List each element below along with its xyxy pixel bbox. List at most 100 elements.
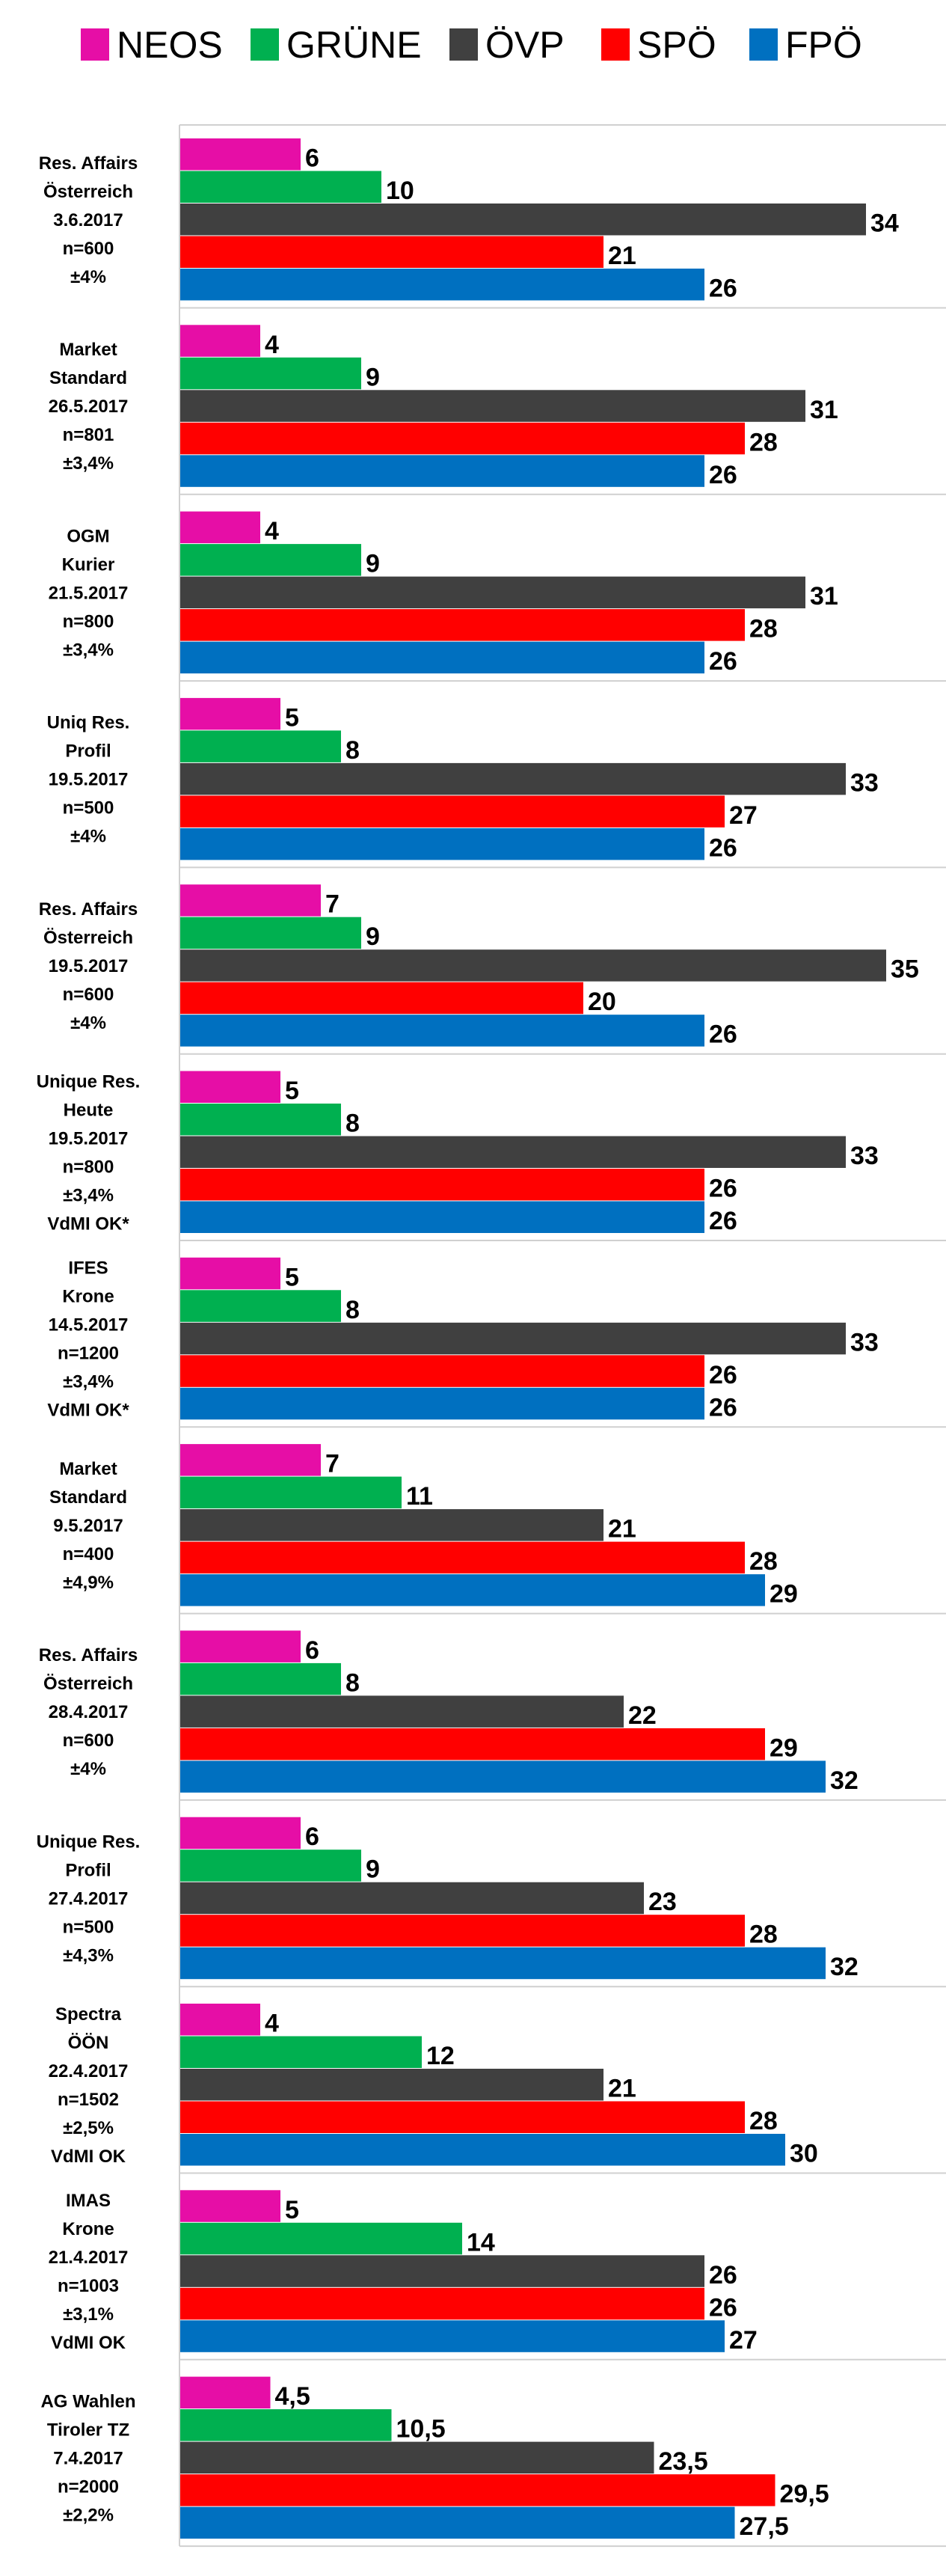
poll-group: Unique Res. Profil 27.4.2017 n=500 ±4,3% 6 9 23… xyxy=(37,1817,946,1988)
value-label-oevp: 23 xyxy=(648,1888,677,1916)
value-label-oevp: 31 xyxy=(810,396,838,424)
value-label-neos: 6 xyxy=(305,1823,319,1851)
poll-label-line: 27.4.2017 xyxy=(49,1888,129,1909)
bar-neos xyxy=(179,1071,280,1103)
value-label-oevp: 21 xyxy=(608,2075,636,2103)
value-label-oevp: 23,5 xyxy=(659,2447,708,2476)
value-label-spoe: 26 xyxy=(709,2293,737,2322)
bar-oevp xyxy=(179,1509,603,1541)
poll-label-line: 19.5.2017 xyxy=(49,956,129,976)
poll-label-line: 19.5.2017 xyxy=(49,770,129,790)
bar-spoe xyxy=(179,982,583,1015)
legend: NEOS GRÜNE ÖVP SPÖ FPÖ xyxy=(81,24,862,66)
bar-spoe xyxy=(179,1728,765,1760)
poll-label: IFES Krone 14.5.2017 n=1200 ±3,4% VdMI OK* xyxy=(47,1258,129,1421)
poll-groups: Res. Affairs Österreich 3.6.2017 n=600 ±4% 6 1… xyxy=(37,124,946,2548)
value-label-gruene: 8 xyxy=(345,736,360,765)
poll-label-line: IFES xyxy=(68,1258,108,1279)
poll-label-line: n=800 xyxy=(63,611,114,631)
poll-group: Res. Affairs Österreich 3.6.2017 n=600 ±4% 6 1… xyxy=(39,138,946,309)
value-label-gruene: 14 xyxy=(467,2228,495,2257)
poll-label-line: 28.4.2017 xyxy=(49,1702,129,1722)
poll-label: Res. Affairs Österreich 3.6.2017 n=600 ±4% xyxy=(39,153,138,287)
poll-label-line: Profil xyxy=(65,1860,111,1880)
value-label-gruene: 8 xyxy=(345,1668,360,1697)
value-label-neos: 5 xyxy=(285,2196,299,2224)
bar-neos xyxy=(179,1257,280,1290)
bar-neos xyxy=(179,2376,271,2409)
poll-label-line: Österreich xyxy=(43,182,133,202)
bar-gruene xyxy=(179,2222,462,2255)
bar-neos xyxy=(179,1630,301,1662)
bar-spoe xyxy=(179,1915,745,1947)
value-label-neos: 6 xyxy=(305,1636,319,1665)
value-label-gruene: 9 xyxy=(366,363,380,391)
poll-label-line: Krone xyxy=(62,1287,114,1307)
poll-group: Res. Affairs Österreich 19.5.2017 n=600 ±4% 7… xyxy=(39,884,946,1055)
bar-spoe xyxy=(179,236,603,268)
legend-item-neos: NEOS xyxy=(81,24,223,66)
poll-label-line: IMAS xyxy=(66,2191,111,2211)
value-label-spoe: 26 xyxy=(709,1175,737,1203)
poll-label-line: ±4% xyxy=(70,827,106,847)
bar-spoe xyxy=(179,1355,704,1387)
poll-label: IMAS Krone 21.4.2017 n=1003 ±3,1% VdMI OK xyxy=(49,2191,129,2353)
poll-label-line: 19.5.2017 xyxy=(49,1128,129,1148)
poll-label-line: VdMI OK* xyxy=(47,1214,129,1234)
poll-group: AG Wahlen Tiroler TZ 7.4.2017 n=2000 ±2,2% 4,… xyxy=(40,2376,946,2548)
value-label-fpoe: 30 xyxy=(790,2140,818,2168)
poll-label-line: n=1003 xyxy=(58,2276,119,2296)
bar-fpoe xyxy=(179,1387,704,1420)
poll-label-line: 21.4.2017 xyxy=(49,2248,129,2268)
bar-oevp xyxy=(179,390,805,422)
value-label-spoe: 28 xyxy=(749,2107,778,2135)
value-label-neos: 5 xyxy=(285,1077,299,1105)
legend-label-gruene: GRÜNE xyxy=(286,24,422,66)
poll-label: Market Standard 9.5.2017 n=400 ±4,9% xyxy=(49,1459,127,1593)
value-label-gruene: 12 xyxy=(426,2042,455,2070)
poll-label-line: n=400 xyxy=(63,1544,114,1564)
poll-label-line: ±3,1% xyxy=(63,2304,114,2325)
value-label-spoe: 28 xyxy=(749,1921,778,1949)
value-label-oevp: 21 xyxy=(608,1515,636,1544)
value-label-spoe: 27 xyxy=(729,801,758,830)
value-label-fpoe: 26 xyxy=(709,1393,737,1422)
value-label-neos: 4 xyxy=(265,331,279,359)
bar-spoe xyxy=(179,2287,704,2320)
value-label-fpoe: 26 xyxy=(709,1021,737,1049)
poll-label-line: n=2000 xyxy=(58,2476,119,2497)
poll-label-line: n=600 xyxy=(63,985,114,1005)
bar-oevp xyxy=(179,1882,644,1915)
poll-label-line: Unique Res. xyxy=(37,1832,141,1852)
bar-oevp xyxy=(179,1322,846,1355)
value-label-fpoe: 32 xyxy=(830,1953,859,1981)
poll-label-line: OGM xyxy=(67,526,109,546)
value-label-spoe: 29 xyxy=(770,1734,798,1762)
value-label-gruene: 10 xyxy=(386,177,414,205)
value-label-neos: 4,5 xyxy=(275,2382,310,2411)
legend-label-neos: NEOS xyxy=(117,24,223,66)
poll-label: Uniq Res. Profil 19.5.2017 n=500 ±4% xyxy=(47,713,130,847)
value-label-spoe: 28 xyxy=(749,1547,778,1576)
value-label-spoe: 26 xyxy=(709,1361,737,1389)
poll-label-line: 22.4.2017 xyxy=(49,2061,129,2081)
value-label-spoe: 29,5 xyxy=(780,2480,829,2509)
poll-label-line: 3.6.2017 xyxy=(53,210,123,230)
bar-spoe xyxy=(179,422,745,455)
poll-label-line: ÖÖN xyxy=(68,2033,109,2053)
value-label-oevp: 33 xyxy=(850,768,879,797)
poll-label-line: ±2,2% xyxy=(63,2505,114,2525)
poll-label-line: n=600 xyxy=(63,239,114,259)
poll-label-line: Res. Affairs xyxy=(39,153,138,174)
poll-label-line: VdMI OK xyxy=(51,2333,126,2353)
poll-label-line: ±4,3% xyxy=(63,1945,114,1965)
poll-label-line: ±3,4% xyxy=(63,1372,114,1392)
poll-label: AG Wahlen Tiroler TZ 7.4.2017 n=2000 ±2,2% xyxy=(40,2391,135,2525)
poll-label-line: AG Wahlen xyxy=(40,2391,135,2411)
poll-label-line: Market xyxy=(59,1459,117,1479)
value-label-fpoe: 27,5 xyxy=(740,2512,789,2541)
poll-label-line: n=500 xyxy=(63,1917,114,1937)
value-label-neos: 4 xyxy=(265,2010,279,2038)
poll-label-line: ±3,4% xyxy=(63,1185,114,1205)
value-label-neos: 5 xyxy=(285,703,299,732)
